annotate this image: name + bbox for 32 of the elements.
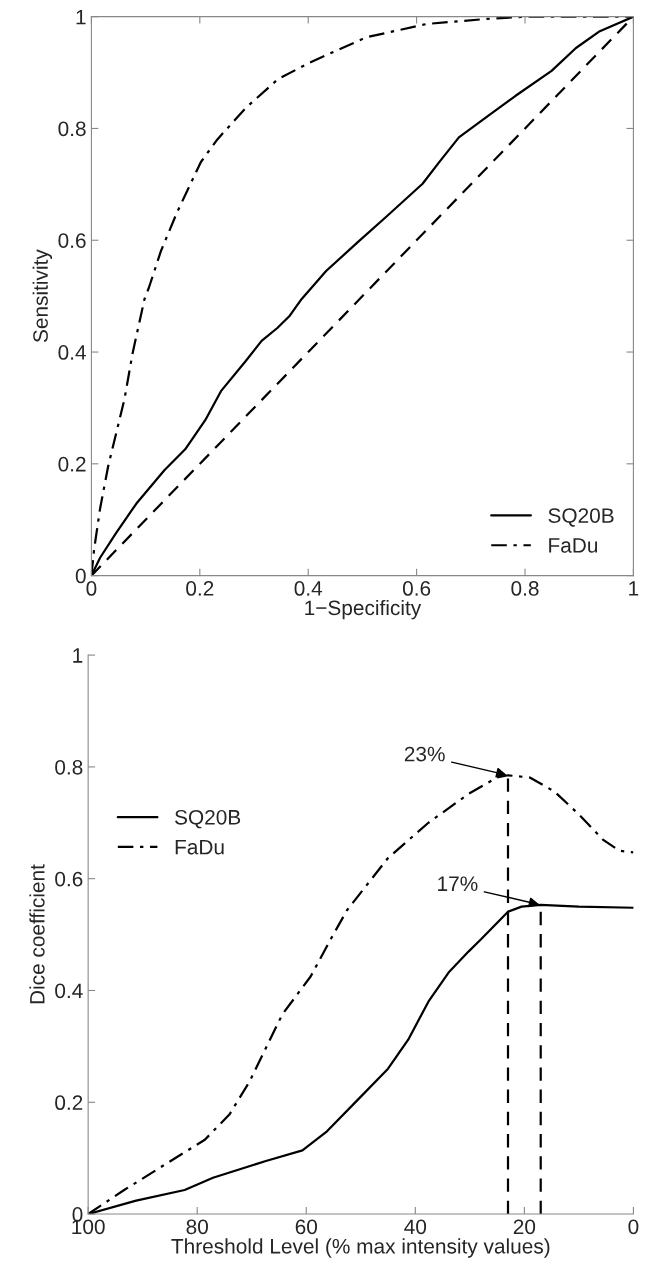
y-tick-label: 0.6 (55, 871, 83, 887)
x-tick-label: 60 (295, 1219, 318, 1235)
y-axis-title: Sensitivity (32, 249, 53, 343)
x-tick-label: 1 (629, 581, 639, 596)
y-tick-label: 0.4 (55, 983, 83, 999)
x-tick-label: 0 (628, 1219, 639, 1235)
x-tick-label: 0.4 (294, 581, 323, 596)
annotation: 23% (404, 746, 445, 762)
x-tick-label: 80 (186, 1219, 208, 1235)
y-tick-label: 0 (75, 568, 86, 584)
x-tick-label: 0.6 (402, 581, 431, 596)
x-tick-label: 20 (513, 1219, 536, 1235)
y-axis-title: Dice coefficient (29, 864, 45, 1004)
y-tick-label: 0.6 (58, 233, 86, 248)
x-axis-title: Threshold Level (% max intensity values) (171, 1238, 550, 1258)
y-tick-label: 1 (73, 648, 83, 663)
y-tick-label: 0.8 (55, 759, 83, 775)
x-axis-title: 1−Specificity (305, 599, 422, 620)
x-tick-label: 0 (86, 581, 97, 596)
y-tick-label: 0.4 (58, 345, 86, 360)
legend-label: FaDu (549, 538, 598, 553)
y-tick-label: 0.8 (58, 121, 86, 137)
legend-label: FaDu (175, 839, 224, 855)
y-tick-label: 1 (76, 9, 86, 25)
y-tick-label: 0.2 (55, 1095, 83, 1111)
y-tick-label: 0.2 (58, 456, 86, 472)
x-tick-label: 40 (404, 1219, 427, 1235)
legend-label: SQ20B (175, 809, 241, 829)
x-tick-label: 0.2 (186, 581, 214, 596)
x-tick-label: 0.8 (511, 581, 539, 596)
annotation: 17% (438, 876, 478, 892)
legend-label: SQ20B (548, 508, 614, 527)
